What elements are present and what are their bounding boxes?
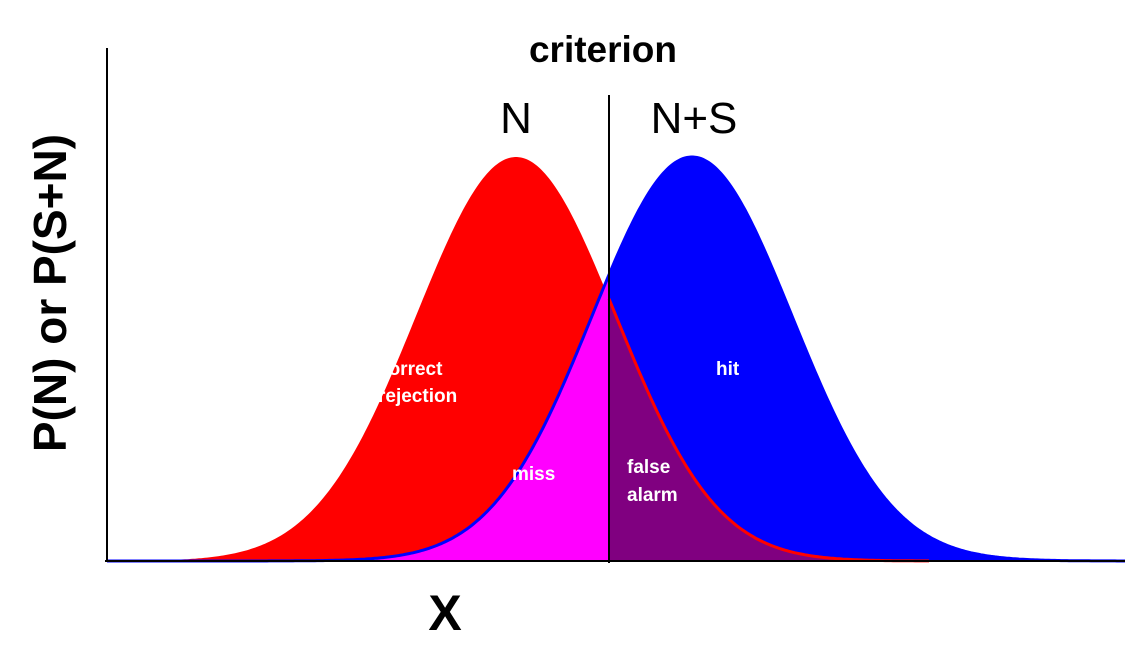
- correct-rejection-region: [107, 157, 609, 561]
- signal-distribution-label: N+S: [651, 94, 738, 143]
- false-alarm-region: [609, 298, 929, 561]
- hit-region: [609, 157, 1125, 561]
- correct-rejection-label: correct rejection: [378, 359, 457, 407]
- false-alarm-label: false alarm: [627, 457, 678, 506]
- criterion-title: criterion: [529, 29, 677, 70]
- miss-label: miss: [512, 464, 555, 485]
- noise-distribution-label: N: [500, 94, 532, 143]
- x-axis-label: X: [428, 585, 461, 641]
- hit-label: hit: [716, 359, 740, 380]
- y-axis-label: P(N) or P(S+N): [24, 134, 76, 452]
- miss-region: [107, 274, 609, 561]
